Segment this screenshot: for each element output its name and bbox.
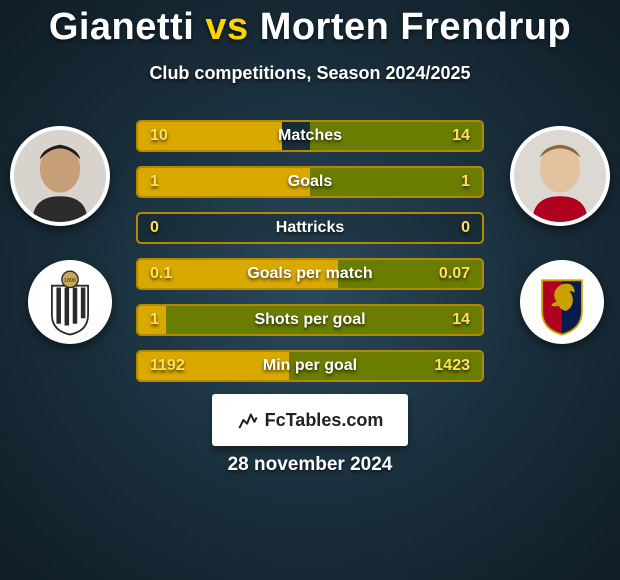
stat-value-right: 1423 bbox=[434, 357, 470, 375]
subtitle: Club competitions, Season 2024/2025 bbox=[0, 63, 620, 84]
stat-row: Shots per goal 1 14 bbox=[136, 304, 484, 336]
player2-photo bbox=[510, 126, 610, 226]
stat-value-right: 0.07 bbox=[439, 265, 470, 283]
stat-value-left: 1192 bbox=[150, 357, 185, 375]
stat-label: Goals bbox=[288, 173, 332, 191]
stat-row: Goals 1 1 bbox=[136, 166, 484, 198]
stat-value-left: 1 bbox=[150, 311, 159, 329]
stat-label: Goals per match bbox=[247, 265, 372, 283]
stat-value-right: 14 bbox=[452, 127, 470, 145]
stat-value-right: 0 bbox=[461, 219, 470, 237]
player1-photo bbox=[10, 126, 110, 226]
svg-text:1896: 1896 bbox=[64, 278, 76, 284]
club1-logo: 1896 bbox=[28, 260, 112, 344]
stat-row: Min per goal 1192 1423 bbox=[136, 350, 484, 382]
stat-row: Hattricks 0 0 bbox=[136, 212, 484, 244]
stat-row: Goals per match 0.1 0.07 bbox=[136, 258, 484, 290]
title-vs: vs bbox=[205, 6, 248, 48]
source-badge: FcTables.com bbox=[212, 394, 408, 446]
stat-value-left: 0 bbox=[150, 219, 159, 237]
source-text: FcTables.com bbox=[265, 410, 384, 431]
stat-value-right: 14 bbox=[452, 311, 470, 329]
player2-name: Morten Frendrup bbox=[260, 6, 571, 48]
stat-bars: Matches 10 14 Goals 1 1 Hattricks 0 0 Goals per m… bbox=[136, 120, 484, 396]
fctables-logo-icon bbox=[237, 409, 259, 431]
player1-name: Gianetti bbox=[49, 6, 194, 48]
stat-label: Min per goal bbox=[263, 357, 357, 375]
stat-fill-left bbox=[138, 168, 310, 196]
stat-value-right: 1 bbox=[461, 173, 470, 191]
stat-label: Shots per goal bbox=[254, 311, 365, 329]
date-text: 28 november 2024 bbox=[0, 454, 620, 476]
stat-label: Matches bbox=[278, 127, 342, 145]
stat-row: Matches 10 14 bbox=[136, 120, 484, 152]
comparison-title: Gianetti vs Morten Frendrup bbox=[0, 0, 620, 49]
stat-value-left: 0.1 bbox=[150, 265, 172, 283]
stat-fill-right bbox=[310, 168, 482, 196]
club2-logo bbox=[520, 260, 604, 344]
stat-value-left: 1 bbox=[150, 173, 159, 191]
stat-value-left: 10 bbox=[150, 127, 168, 145]
stat-label: Hattricks bbox=[276, 219, 344, 237]
